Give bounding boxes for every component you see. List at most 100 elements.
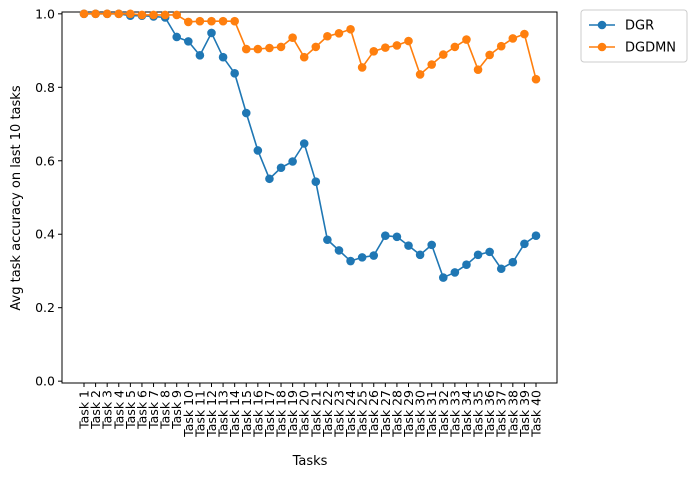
data-point (357, 63, 367, 72)
data-point (184, 17, 193, 27)
x-tick-label: Task 31 (424, 390, 439, 438)
data-point (241, 108, 251, 118)
x-tick-label: Task 25 (355, 390, 370, 438)
data-point (218, 52, 228, 62)
data-point (450, 268, 460, 277)
x-tick-label: Task 40 (529, 390, 544, 438)
data-point (334, 246, 344, 255)
x-tick-label: Task 13 (216, 390, 231, 438)
data-point (241, 44, 251, 54)
data-point (253, 146, 263, 155)
x-tick-label: Task 27 (378, 390, 393, 438)
x-tick-label: Task 8 (158, 390, 173, 430)
data-point (508, 34, 518, 43)
x-tick-label: Task 28 (389, 390, 404, 438)
legend-swatch-marker (597, 20, 607, 30)
data-point (485, 50, 494, 60)
x-tick-label: Task 38 (505, 390, 520, 438)
data-point (195, 51, 205, 60)
data-point (531, 231, 541, 241)
x-tick-label: Task 18 (274, 390, 289, 438)
data-point (230, 69, 239, 78)
x-tick-label: Task 2 (88, 390, 103, 430)
data-point (79, 9, 89, 19)
x-tick-label: Task 1 (77, 390, 92, 430)
data-point (427, 60, 436, 69)
y-axis: 0.0 0.2 0.4 0.6 0.8 1.0 (35, 6, 62, 389)
y-tick-label: 1.0 (35, 6, 55, 21)
plot-frame (61, 11, 558, 384)
data-point (218, 16, 228, 26)
legend-box (580, 9, 688, 63)
data-point (496, 41, 506, 51)
data-point (102, 9, 112, 19)
x-tick-label: Task 22 (320, 390, 335, 438)
data-point (172, 10, 182, 20)
data-point (276, 163, 286, 173)
data-point (520, 239, 529, 249)
y-tick-label: 0.8 (35, 80, 55, 95)
x-tick-label: Task 20 (297, 390, 312, 438)
data-point (323, 235, 332, 245)
x-axis-title: Tasks (292, 454, 328, 469)
data-point (415, 70, 425, 79)
data-point (496, 264, 506, 274)
data-point (392, 232, 402, 242)
x-tick-label: Task 23 (331, 390, 346, 438)
x-tick-label: Task 33 (447, 390, 462, 438)
data-point (531, 74, 541, 84)
series-line (84, 13, 537, 80)
x-tick-label: Task 34 (459, 390, 474, 438)
data-point (438, 273, 448, 282)
y-tick-label: 0.4 (35, 227, 55, 242)
x-tick-label: Task 3 (100, 390, 115, 430)
data-point (404, 36, 413, 46)
data-point (91, 9, 100, 19)
data-point (357, 253, 367, 262)
x-tick-label: Task 9 (169, 390, 184, 430)
data-point (438, 50, 448, 59)
data-point (288, 157, 297, 166)
data-point (126, 9, 135, 19)
y-tick-label: 0.6 (35, 153, 55, 168)
data-point (473, 65, 483, 74)
x-tick-label: Task 15 (239, 390, 254, 438)
data-point (381, 231, 390, 241)
legend-label: DGR (625, 19, 654, 34)
x-tick-label: Task 19 (285, 390, 300, 438)
x-tick-label: Task 39 (517, 390, 532, 438)
data-point (207, 28, 216, 38)
data-point (508, 257, 518, 267)
data-point (160, 10, 170, 20)
x-tick-label: Task 37 (494, 390, 509, 438)
data-point (299, 139, 309, 148)
data-point (149, 10, 158, 20)
x-tick-label: Task 36 (482, 390, 497, 438)
x-tick-label: Task 5 (123, 390, 138, 430)
x-tick-label: Task 30 (413, 390, 428, 438)
x-tick-label: Task 4 (111, 390, 126, 430)
data-point (311, 177, 321, 187)
data-point (450, 42, 460, 52)
x-tick-label: Task 26 (366, 390, 381, 438)
data-point (485, 247, 494, 257)
data-point (404, 241, 413, 250)
x-tick-label: Task 7 (146, 390, 161, 430)
data-point (207, 16, 216, 26)
x-tick-label: Task 11 (192, 390, 207, 438)
legend-item-dgdmn: DGDMN (589, 41, 676, 56)
data-point (311, 42, 321, 52)
data-point (392, 41, 402, 50)
x-tick-label: Task 29 (401, 390, 416, 438)
data-point (323, 31, 332, 41)
plot-area (61, 11, 558, 384)
x-tick-label: Task 35 (471, 390, 486, 438)
data-point (195, 16, 205, 26)
data-point (299, 52, 309, 62)
y-tick-label: 0.0 (35, 374, 55, 389)
data-point (346, 256, 355, 266)
data-point (114, 9, 124, 19)
data-point (346, 24, 355, 34)
data-point (381, 43, 390, 52)
data-point (334, 29, 344, 38)
